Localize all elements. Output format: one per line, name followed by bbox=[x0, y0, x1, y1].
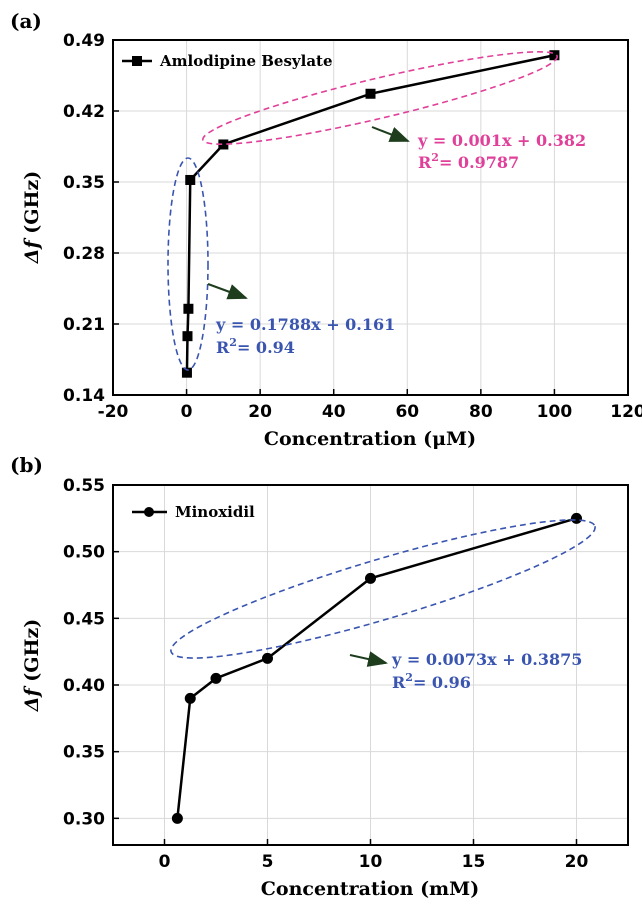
data-point-circle bbox=[171, 812, 183, 824]
y-tick-label: 0.50 bbox=[63, 543, 105, 563]
data-point-square bbox=[549, 50, 560, 61]
x-tick-label: 0 bbox=[159, 852, 171, 872]
panel-a-y-ticks: 0.14 0.21 0.28 0.35 0.42 0.49 bbox=[63, 31, 119, 406]
x-tick-label: 0 bbox=[181, 402, 193, 422]
panel-b-x-ticks: 0 5 10 15 20 bbox=[159, 839, 589, 872]
arrow-to-fit-low bbox=[207, 283, 248, 300]
panel-b-label: (b) bbox=[10, 453, 43, 477]
data-point-circle bbox=[365, 572, 376, 584]
fit-r2-high: R2= 0.9787 bbox=[418, 151, 519, 172]
data-point-circle bbox=[210, 672, 222, 684]
fit-equation-b: y = 0.0073x + 0.3875 bbox=[391, 650, 582, 669]
y-tick-label: 0.30 bbox=[63, 809, 105, 829]
data-point-square bbox=[185, 174, 196, 185]
panel-a-series bbox=[181, 50, 560, 378]
data-point-square bbox=[365, 88, 376, 99]
data-point-square bbox=[182, 331, 193, 342]
panel-a-x-ticks: -20 0 20 40 60 80 100 120 bbox=[98, 389, 642, 422]
data-point-square bbox=[183, 303, 194, 314]
data-point-circle bbox=[184, 692, 196, 704]
y-tick-label: 0.35 bbox=[63, 743, 105, 763]
data-point-square bbox=[181, 367, 192, 378]
panel-a-legend: Amlodipine Besylate bbox=[122, 52, 333, 70]
x-tick-label: 10 bbox=[359, 852, 383, 872]
panel-a-chart: (a) -20 0 20 40 60 80 100 120 0.140.210.280.350… bbox=[10, 9, 642, 450]
panel-a-x-axis-label: Concentration (μM) bbox=[264, 428, 476, 450]
panel-b-series bbox=[171, 512, 582, 824]
y-tick-label: 0.40 bbox=[63, 676, 105, 696]
y-tick-label: 0.35 bbox=[63, 173, 105, 193]
x-tick-label: 20 bbox=[565, 852, 589, 872]
x-tick-label: 100 bbox=[537, 402, 573, 422]
series-line bbox=[176, 517, 577, 819]
x-tick-label: 20 bbox=[248, 402, 272, 422]
fit-ellipse-b bbox=[170, 519, 596, 659]
y-tick-label: 0.55 bbox=[63, 476, 105, 496]
arrow-to-fit-b bbox=[349, 651, 388, 667]
x-tick-label: 15 bbox=[462, 852, 486, 872]
x-tick-label: 5 bbox=[262, 852, 274, 872]
panel-a-y-axis-label: Δf (GHz) bbox=[21, 171, 43, 264]
fit-r2-low: R2= 0.94 bbox=[216, 336, 295, 357]
x-tick-label: 120 bbox=[610, 402, 642, 422]
panel-a-label: (a) bbox=[10, 9, 42, 33]
data-point-square bbox=[218, 139, 229, 150]
x-tick-label: 80 bbox=[469, 402, 493, 422]
y-tick-label: 0.14 bbox=[63, 386, 105, 406]
fit-equation-high: y = 0.001x + 0.382 bbox=[417, 131, 586, 150]
panel-b-grid bbox=[113, 484, 628, 845]
x-tick-label: 40 bbox=[322, 402, 346, 422]
fit-annotation-high: y = 0.001x + 0.382 R2= 0.9787 bbox=[417, 131, 586, 172]
x-tick-label: 60 bbox=[395, 402, 419, 422]
panel-b-y-axis-label: Δf (GHz) bbox=[21, 619, 43, 712]
data-point-circle bbox=[262, 652, 273, 664]
fit-r2-b: R2= 0.96 bbox=[392, 671, 471, 692]
panel-b-chart: (b) 0 5 10 15 20 0.30 0.35 0.40 0.45 0.50 0.55 Mi… bbox=[10, 453, 629, 900]
fit-ellipse-high-range bbox=[202, 51, 558, 145]
panel-b-y-ticks: 0.30 0.35 0.40 0.45 0.50 0.55 bbox=[63, 476, 119, 829]
y-tick-label: 0.21 bbox=[63, 315, 105, 335]
panel-b-legend: Minoxidil bbox=[132, 503, 255, 521]
x-tick-label: -20 bbox=[98, 402, 129, 422]
legend-circle-marker bbox=[144, 507, 154, 517]
panel-b-x-axis-label: Concentration (mM) bbox=[261, 878, 479, 900]
arrow-to-fit-high bbox=[371, 126, 410, 142]
legend-square-marker bbox=[132, 56, 142, 66]
data-point-circle bbox=[571, 512, 582, 524]
y-tick-label: 0.49 bbox=[63, 31, 105, 51]
y-tick-label: 0.28 bbox=[63, 244, 105, 264]
fit-annotation-low: y = 0.1788x + 0.161 R2= 0.94 bbox=[215, 315, 395, 357]
legend-label-minoxidil: Minoxidil bbox=[175, 503, 255, 521]
panel-a-frame bbox=[112, 39, 629, 396]
fit-equation-low: y = 0.1788x + 0.161 bbox=[215, 315, 395, 334]
y-tick-label: 0.42 bbox=[63, 102, 105, 122]
y-tick-label: 0.45 bbox=[63, 609, 105, 629]
fit-annotation-b: y = 0.0073x + 0.3875 R2= 0.96 bbox=[391, 650, 582, 692]
legend-label-amlodipine: Amlodipine Besylate bbox=[159, 52, 333, 70]
fit-ellipse-low-range bbox=[167, 157, 209, 371]
